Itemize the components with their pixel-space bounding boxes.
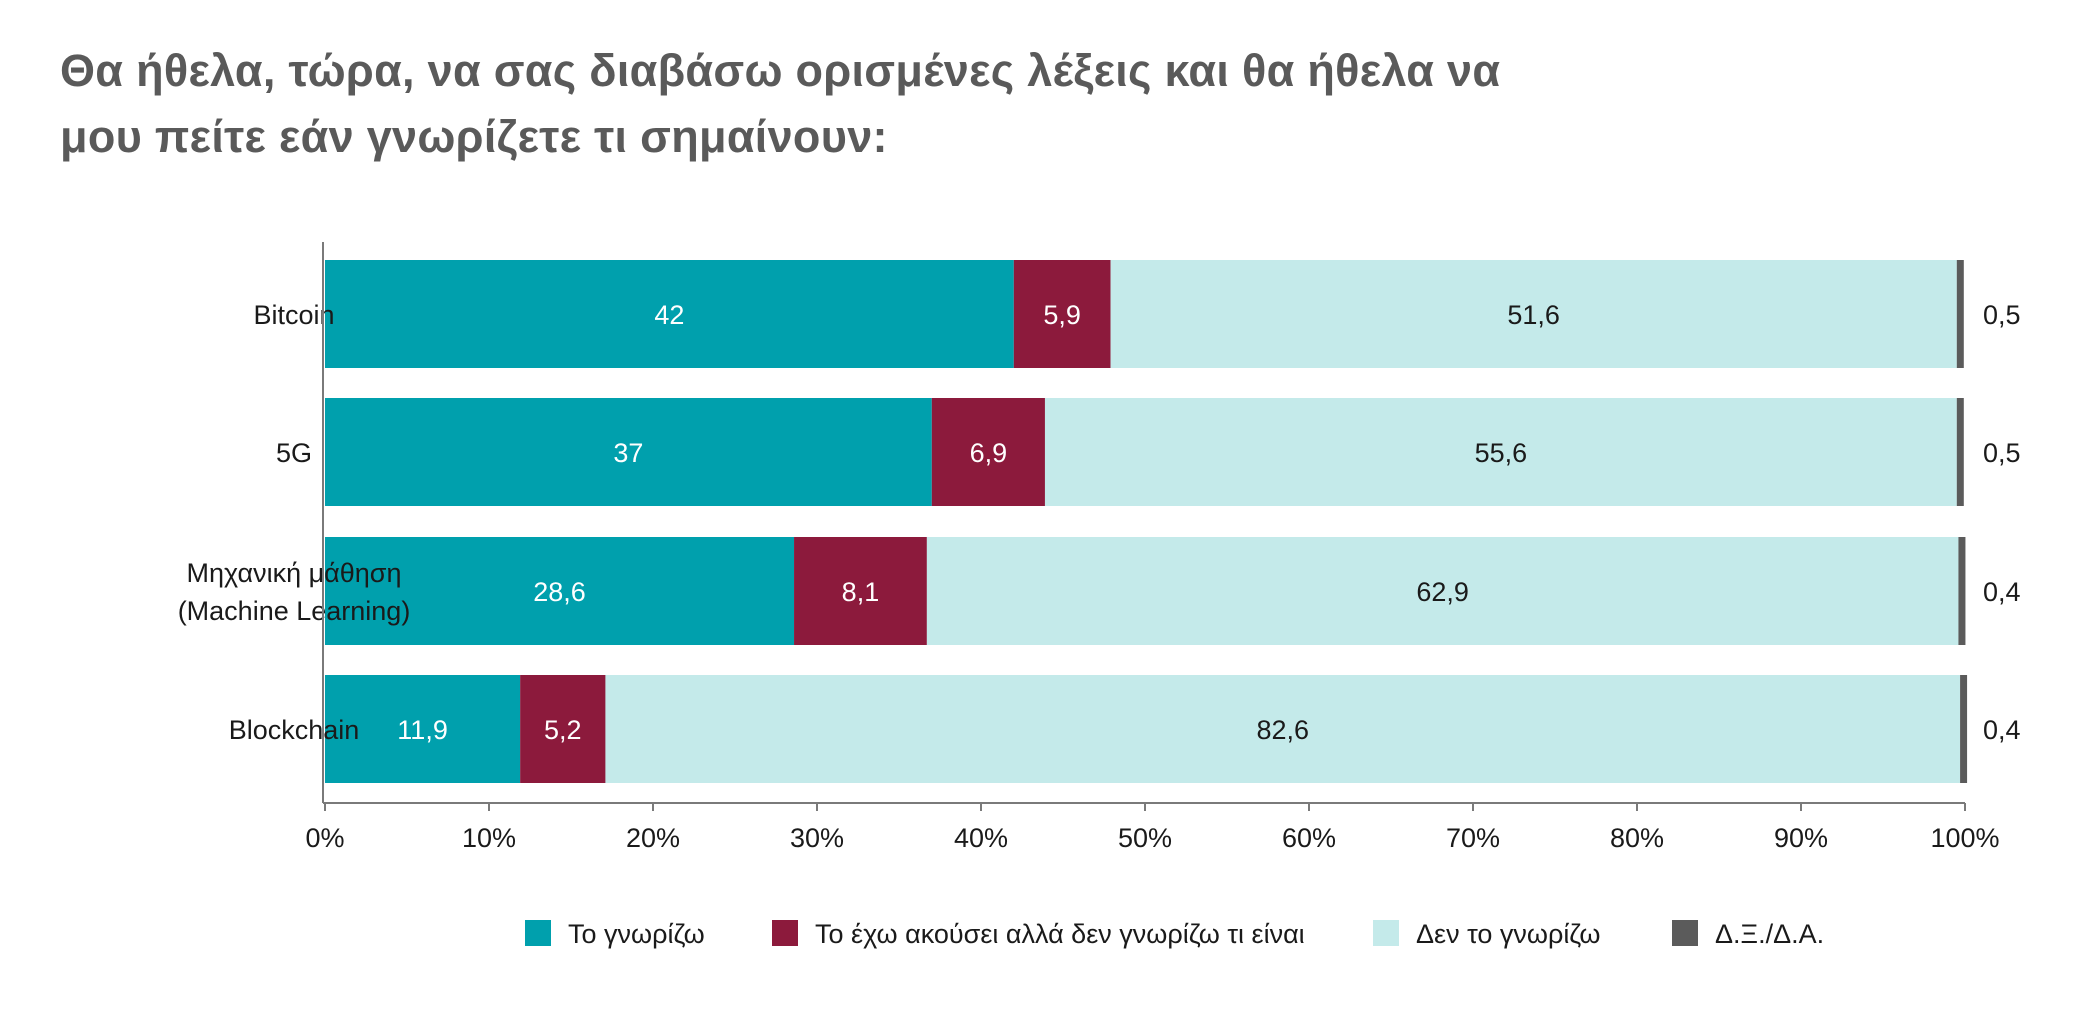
category-label: Μηχανική μάθηση [187,558,402,588]
legend-label: Το γνωρίζω [568,919,705,949]
data-label-dk-na: 0,4 [1983,715,2021,745]
x-tick-label: 30% [790,823,844,853]
data-label: 51,6 [1507,300,1560,330]
data-label: 55,6 [1475,438,1528,468]
x-tick-label: 50% [1118,823,1172,853]
legend: Το γνωρίζω Το έχω ακούσει αλλά δεν γνωρίζ… [525,919,1824,949]
data-label: 6,9 [970,438,1008,468]
data-label: 42 [654,300,684,330]
legend-swatch [1672,920,1698,946]
x-tick-label: 20% [626,823,680,853]
data-label: 28,6 [533,577,586,607]
bar-segment-dk-na [1958,537,1966,645]
data-label: 5,2 [544,715,582,745]
bar-segment-dk-na [1956,260,1964,368]
bar-segment [325,260,1014,368]
legend-label: Το έχω ακούσει αλλά δεν γνωρίζω τι είναι [815,919,1305,949]
axes-layer: 0% 10% 20% 30% 40% 50% 60% 70% 80% 90% 100% [305,242,2000,853]
x-tick-label: 100% [1930,823,1999,853]
x-tick-label: 90% [1774,823,1828,853]
bar-segment [605,675,1961,783]
data-label: 5,9 [1043,300,1081,330]
x-tick-label: 60% [1282,823,1336,853]
bar-segment [1013,260,1111,368]
bar-segment [1110,260,1957,368]
data-label: 11,9 [397,715,448,745]
category-label: Blockchain [229,715,360,745]
legend-swatch [1373,920,1399,946]
x-tick-label: 80% [1610,823,1664,853]
legend-swatch [525,920,551,946]
chart-title-line-1: Θα ήθελα, τώρα, να σας διαβάσω ορισμένες… [60,45,1501,96]
x-tick-label: 40% [954,823,1008,853]
bar-segment [325,675,521,783]
bar-segment-dk-na [1960,675,1968,783]
x-tick-label: 0% [305,823,344,853]
x-tick-label: 70% [1446,823,1500,853]
bar-segment [1044,398,1957,506]
legend-label: Δεν το γνωρίζω [1416,919,1601,949]
bar-segment [926,537,1959,645]
data-label: 62,9 [1416,577,1469,607]
chart-title-line-2: μου πείτε εάν γνωρίζετε τι σημαίνουν: [60,111,888,162]
x-tick-label: 10% [462,823,516,853]
bar-segment [794,537,927,645]
bar-segment [325,398,932,506]
legend-swatch [772,920,798,946]
data-label: 37 [613,438,643,468]
bars-layer: 42 5,9 51,6 0,5 Bitcoin 37 6,9 55,6 0,5 5G 28,6 8,1… [178,260,2021,783]
legend-label: Δ.Ξ./Δ.Α. [1715,919,1824,949]
data-label-dk-na: 0,4 [1983,577,2021,607]
bar-segment [520,675,606,783]
data-label: 8,1 [842,577,880,607]
data-label-dk-na: 0,5 [1983,438,2021,468]
data-label-dk-na: 0,5 [1983,300,2021,330]
bar-segment [325,537,795,645]
category-label: 5G [276,438,312,468]
chart-title: Θα ήθελα, τώρα, να σας διαβάσω ορισμένες… [60,38,1680,170]
category-label: (Machine Learning) [178,596,411,626]
bar-segment-dk-na [1956,398,1964,506]
category-label: Bitcoin [253,300,334,330]
data-label: 82,6 [1256,715,1309,745]
bar-segment [931,398,1045,506]
